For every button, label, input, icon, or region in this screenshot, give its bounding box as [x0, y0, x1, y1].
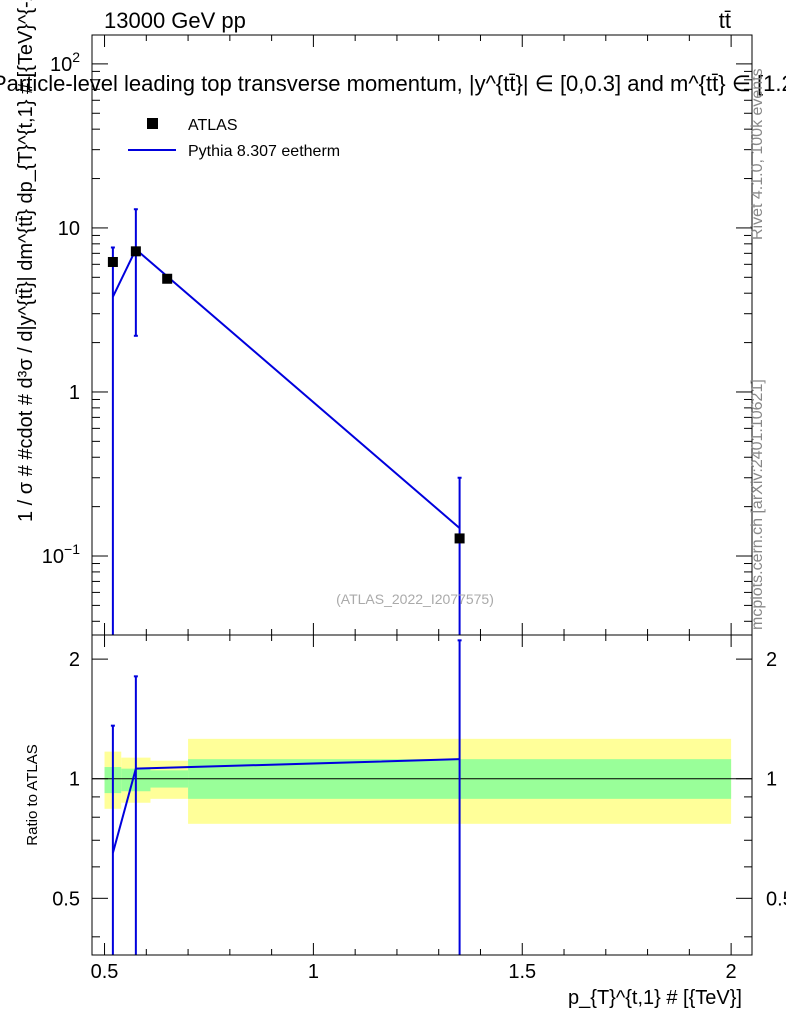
data-point-3 [454, 533, 465, 544]
ratio-panel-frame [91, 634, 753, 956]
ratio-marks-layer [110, 639, 462, 955]
ratio-y-tick-label-left: 0.5 [52, 888, 80, 910]
process-label: tt̄ [719, 8, 731, 33]
x-tick-label: 2 [726, 961, 737, 983]
ratio-y-tick-label-right: 2 [766, 649, 777, 671]
ratio-y-axis-title: Ratio to ATLAS [24, 744, 41, 845]
main-y-tick-label: 10 [58, 218, 80, 240]
main-y-tick-label: 10−1 [42, 541, 80, 568]
plot-title: Particle-level leading top transverse mo… [0, 71, 786, 96]
legend-mc-label: Pythia 8.307 eetherm [188, 143, 340, 160]
legend-data-label: ATLAS [188, 117, 238, 134]
ratio-bands-layer [92, 738, 752, 824]
x-tick-label: 1 [308, 961, 319, 983]
ratio-y-tick-label-right: 1 [766, 769, 777, 791]
data-point-1 [130, 246, 141, 257]
analysis-watermark: (ATLAS_2022_I2077575) [336, 591, 494, 607]
energy-label: 13000 GeV pp [104, 8, 246, 33]
axis-ticks [92, 35, 752, 955]
axis-tick-labels: 0.5 1 1.5 2 10−1 1 10 102 0.5 0.5 1 1 2 2 [42, 49, 786, 983]
ratio-y-tick-label-right: 0.5 [766, 888, 786, 910]
data-point-2 [162, 273, 173, 284]
main-marks-layer [107, 208, 465, 635]
rivet-info: Rivet 4.1.0, 100k events [749, 68, 766, 240]
data-point-0 [107, 256, 118, 267]
main-y-axis-title: 1 / σ # #cdot # d³σ / d|y^{tt̄}| dm^{tt̄… [15, 0, 37, 522]
main-y-tick-label: 1 [69, 382, 80, 404]
mc-line [111, 247, 461, 529]
ratio-y-tick-label-left: 1 [69, 769, 80, 791]
main-y-tick-label: 102 [50, 49, 80, 76]
x-axis-title: p_{T}^{t,1} # [{TeV}] [568, 987, 742, 1009]
legend-data-marker [147, 118, 158, 129]
source-site: mcplots.cern.ch [arXiv:2401.10621] [749, 379, 766, 630]
x-tick-label: 1.5 [508, 961, 536, 983]
x-tick-label: 0.5 [91, 961, 119, 983]
ratio-y-tick-label-left: 2 [69, 649, 80, 671]
